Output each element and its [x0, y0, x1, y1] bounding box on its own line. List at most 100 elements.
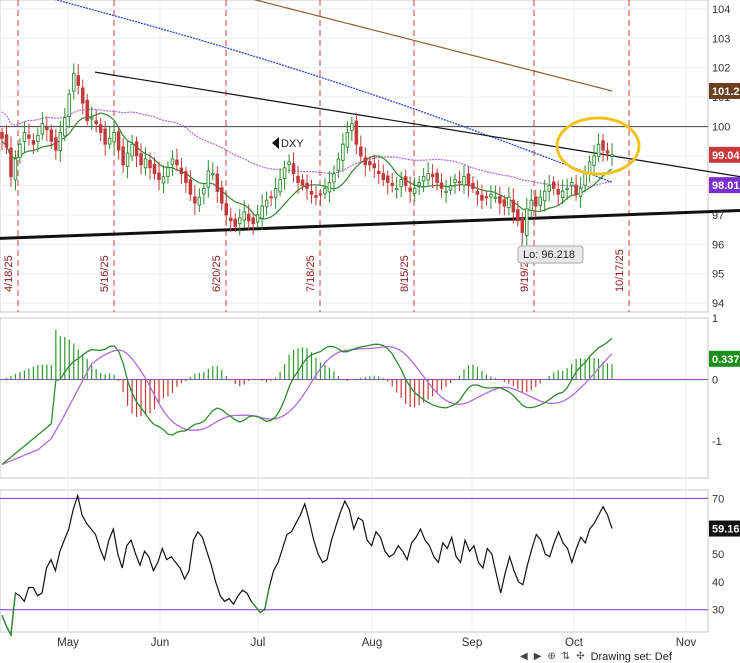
- candlestick: [157, 161, 161, 191]
- rsi-tick-label: 70: [712, 493, 724, 505]
- candle-body: [27, 134, 31, 139]
- candlestick: [202, 182, 206, 205]
- candlestick: [471, 176, 475, 193]
- candle-body: [94, 120, 98, 125]
- candlestick: [242, 200, 246, 229]
- candle-body: [587, 161, 592, 173]
- candle-body: [206, 170, 211, 188]
- price-tick-label: 95: [712, 269, 724, 281]
- candlestick: [332, 165, 336, 192]
- price-badge-label: 99.04: [712, 150, 740, 162]
- candlestick: [569, 177, 574, 197]
- candle-body: [556, 189, 560, 195]
- candle-body: [260, 205, 264, 219]
- candle-body: [332, 173, 336, 183]
- zoom-out-icon[interactable]: ◀: [520, 651, 528, 662]
- candle-body: [525, 208, 529, 236]
- candle-body: [435, 172, 439, 183]
- month-label: Jun: [151, 637, 170, 649]
- candle-body: [336, 158, 341, 171]
- rsi-oversold-segment: [255, 606, 261, 613]
- candlestick: [121, 137, 125, 174]
- candle-body: [448, 184, 453, 191]
- candlestick: [170, 150, 175, 177]
- rsi-oversold-segment: [5, 626, 12, 636]
- candlestick: [309, 179, 314, 204]
- macd-panel: [0, 329, 708, 466]
- month-label: Oct: [565, 637, 584, 649]
- trendline-descending: [94, 71, 740, 178]
- candle-body: [54, 137, 58, 151]
- candle-body: [511, 199, 516, 213]
- candle-body: [211, 173, 215, 176]
- candle-body: [551, 181, 556, 189]
- candlestick: [0, 128, 4, 151]
- candlestick: [511, 188, 516, 224]
- crosshair-icon[interactable]: ⊕: [547, 651, 556, 662]
- macd-tick-label: 0: [712, 375, 718, 387]
- candle-body: [439, 182, 444, 189]
- candle-body: [125, 152, 130, 167]
- candle-body: [255, 214, 260, 223]
- low-annotation-text: Lo: 96.218: [523, 249, 575, 261]
- candlestick: [188, 170, 193, 201]
- candle-body: [161, 176, 166, 184]
- candlestick: [45, 116, 49, 142]
- settings-icon[interactable]: ✣: [576, 651, 585, 662]
- candle-body: [502, 199, 507, 207]
- candlestick: [462, 165, 466, 194]
- candle-body: [269, 196, 273, 199]
- candle-body: [76, 75, 80, 86]
- candlestick: [377, 159, 381, 185]
- candle-body: [403, 176, 408, 186]
- rsi-oversold-segment: [250, 600, 257, 608]
- candlestick: [94, 109, 98, 133]
- price-panel: 4/18/25 5/16/25 6/20/25 7/18/25 8/15/25 9/19/…: [0, 0, 740, 312]
- rsi-tick-label: 50: [712, 549, 724, 561]
- macd-badge-label: 0.337: [712, 354, 740, 366]
- candlestick: [125, 141, 130, 179]
- candlestick: [9, 136, 13, 187]
- pan-icon[interactable]: ⇅: [561, 651, 571, 662]
- candlestick: [49, 124, 54, 150]
- price-tick-label: 103: [712, 33, 730, 45]
- candle-body: [80, 87, 85, 104]
- candlestick: [318, 188, 323, 206]
- candle-body: [385, 175, 390, 183]
- candle-body: [466, 173, 471, 186]
- candlestick: [255, 204, 260, 228]
- candle-body: [121, 146, 125, 166]
- candlestick: [4, 124, 9, 154]
- rsi-panel: [0, 493, 708, 637]
- candle-body: [309, 191, 314, 195]
- candlestick: [237, 209, 242, 236]
- candle-body: [184, 171, 188, 183]
- candlestick: [390, 172, 394, 193]
- month-label: Jul: [251, 637, 266, 649]
- candlestick: [85, 93, 89, 126]
- date-marker-label: 8/15/25: [399, 255, 411, 292]
- candle-body: [157, 172, 161, 180]
- candle-body: [471, 183, 475, 189]
- candlestick: [345, 121, 350, 154]
- zoom-in-icon[interactable]: ▶: [533, 651, 542, 662]
- candle-body: [444, 190, 448, 193]
- candle-body: [341, 143, 345, 161]
- moving-average-20-day: [1, 112, 613, 220]
- candlestick: [184, 166, 188, 193]
- candlestick: [80, 79, 85, 115]
- candle-body: [583, 173, 587, 186]
- candle-body: [327, 182, 332, 193]
- candlestick: [27, 123, 31, 146]
- candle-body: [31, 140, 36, 145]
- candlestick: [179, 157, 184, 185]
- candlestick: [103, 120, 107, 156]
- candlestick: [480, 184, 484, 210]
- symbol-label: DXY: [281, 138, 304, 150]
- month-label: May: [57, 637, 79, 649]
- candle-body: [139, 153, 143, 166]
- candle-body: [314, 195, 318, 198]
- candle-body: [578, 187, 583, 197]
- candlestick: [18, 138, 22, 164]
